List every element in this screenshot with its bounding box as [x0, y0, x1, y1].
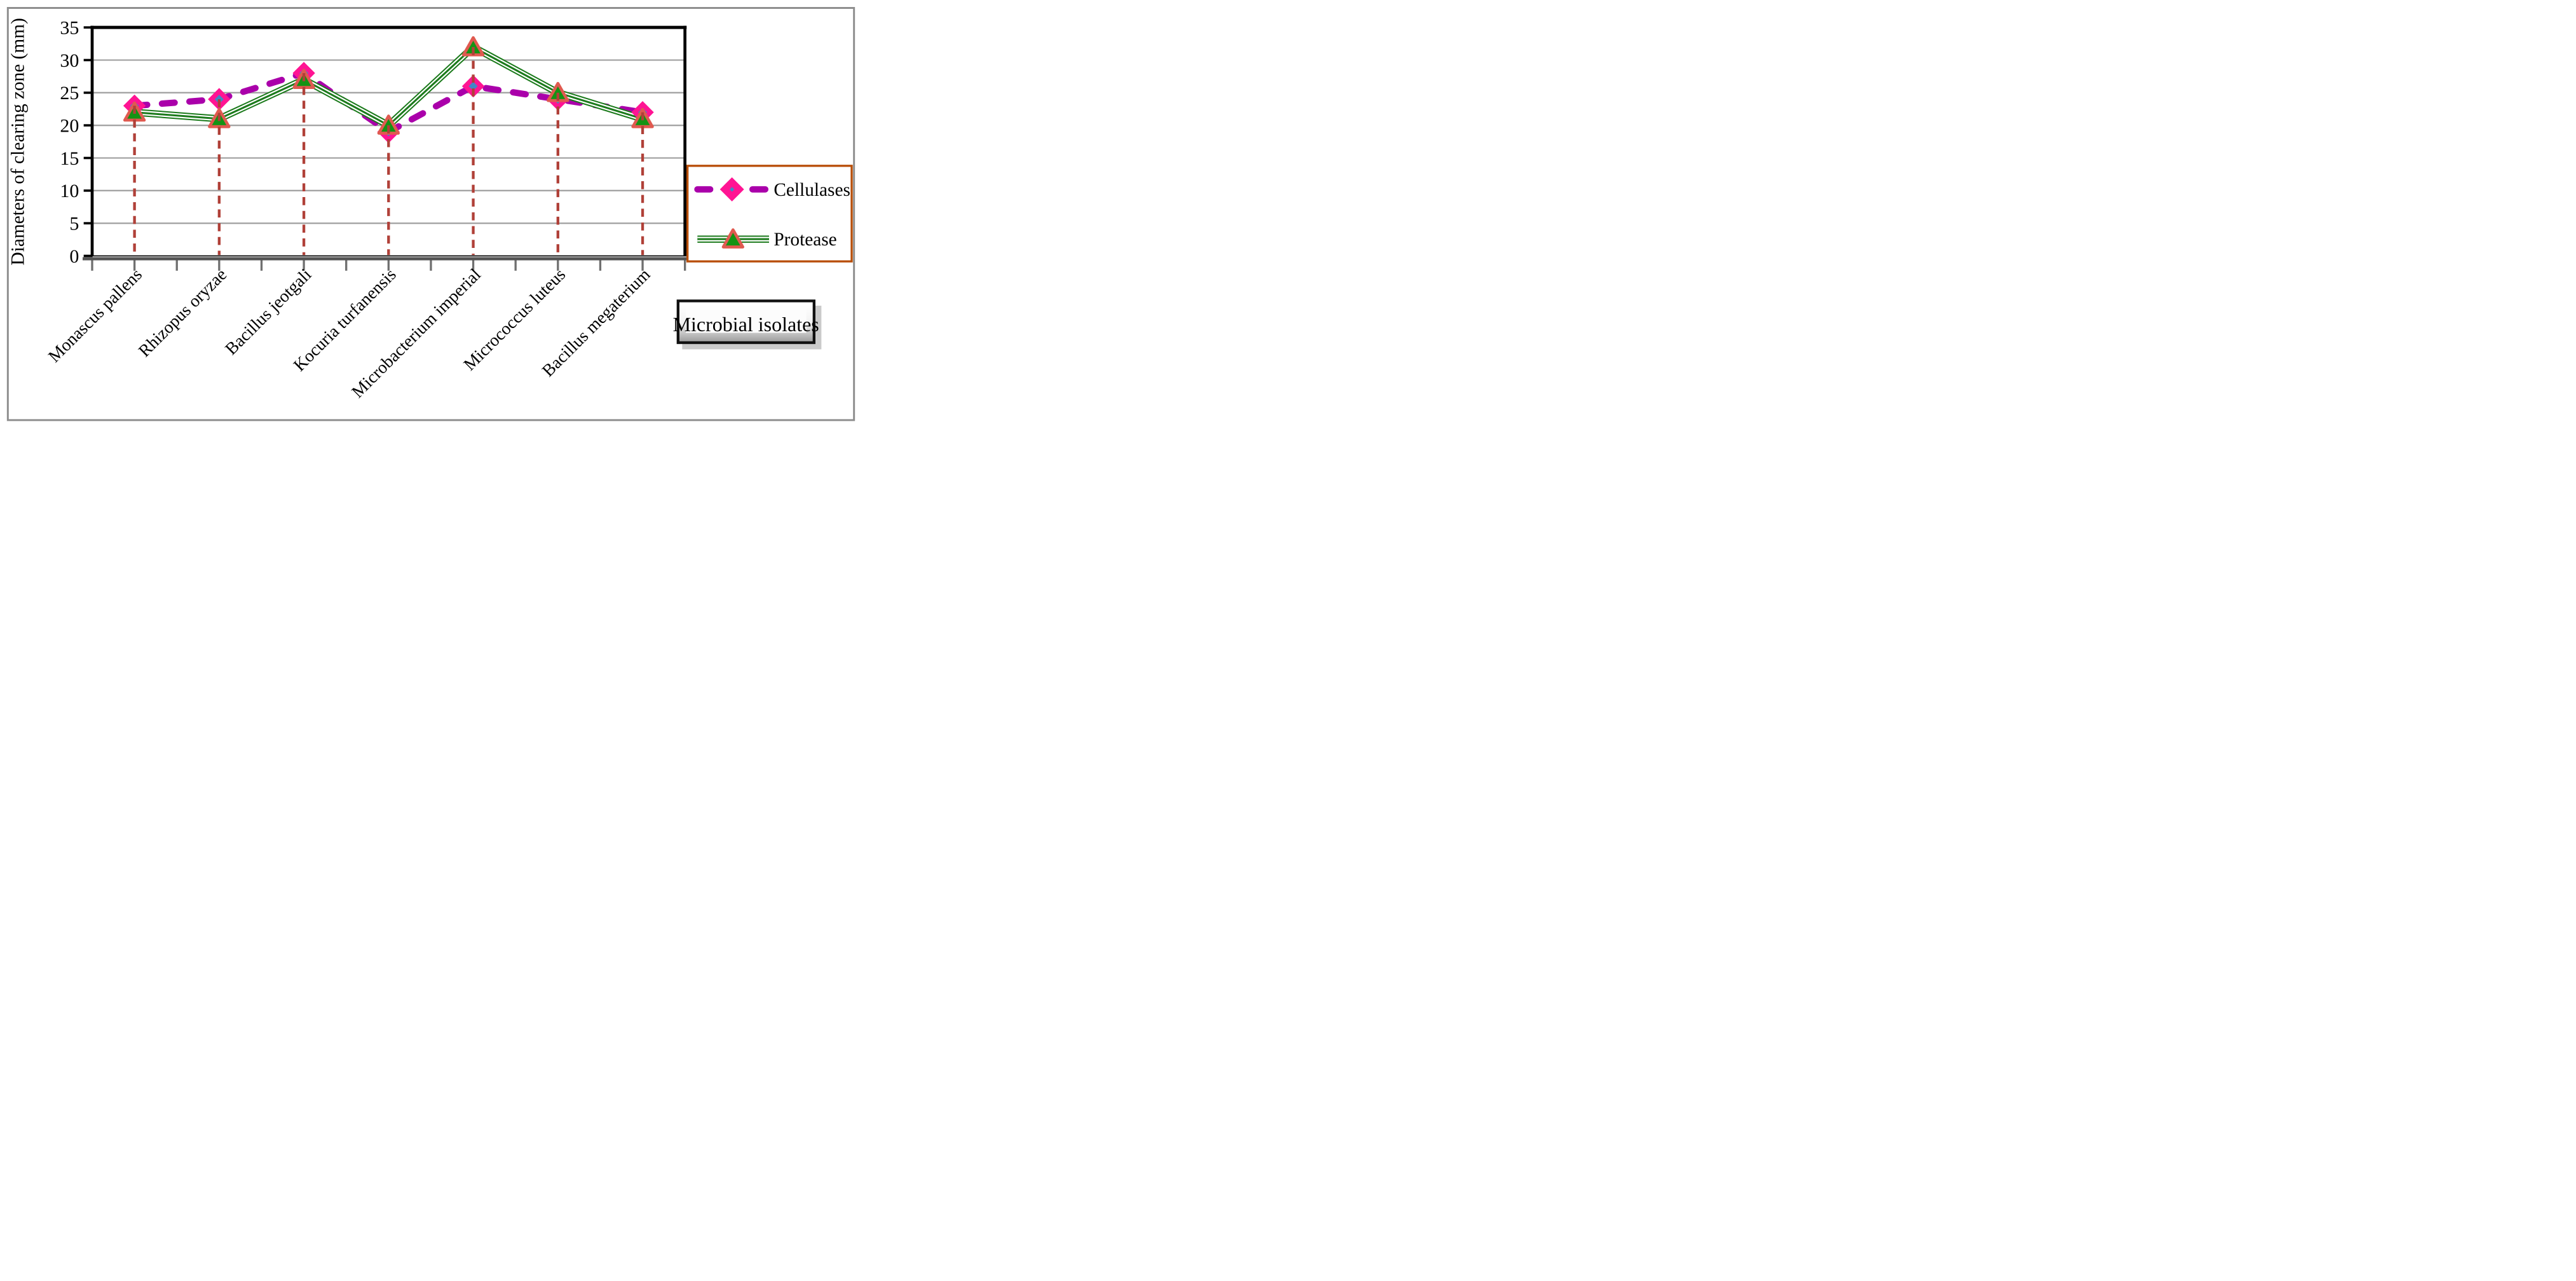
legend: Cellulases Protease: [686, 165, 853, 263]
legend-sample-protease: [697, 228, 769, 249]
legend-cellulases-diamond-inner: [730, 187, 735, 192]
legend-protease-triangle: [721, 228, 744, 249]
y-tick-labels-group: 0 5 10 15 20 25 30 35: [60, 18, 79, 267]
y-tick-label: 30: [60, 50, 79, 71]
y-tick-label: 15: [60, 148, 79, 169]
y-tick-label: 10: [60, 181, 79, 202]
legend-box: [686, 165, 853, 263]
y-tick-label: 5: [69, 214, 79, 235]
y-tick-label: 20: [60, 116, 79, 137]
x-axis-title: Microbial isolates: [673, 313, 819, 336]
cellulases-diamond-inner: [468, 81, 478, 91]
gridlines-group: [92, 59, 685, 224]
y-axis-title: Diameters of clearing zone (mm): [8, 18, 28, 265]
legend-label-protease: Protease: [773, 229, 836, 250]
axes-group: [83, 25, 693, 271]
y-tick-label: 35: [60, 18, 79, 39]
y-tick-label: 0: [69, 246, 79, 267]
figure-border: [6, 7, 855, 421]
x-axis-shadow: [83, 257, 693, 261]
y-tick-label: 25: [60, 83, 79, 104]
chart-figure: 0 5 10 15 20 25 30 35 Monascus pallens Rhizopus …: [0, 0, 859, 427]
drop-lines-group: [133, 46, 644, 256]
legend-label-cellulases: Cellulases: [773, 180, 850, 200]
x-axis-title-box-face: [686, 306, 807, 333]
x-axis-title-box: Microbial isolates: [673, 299, 822, 350]
legend-sample-cellulases: [694, 177, 770, 202]
